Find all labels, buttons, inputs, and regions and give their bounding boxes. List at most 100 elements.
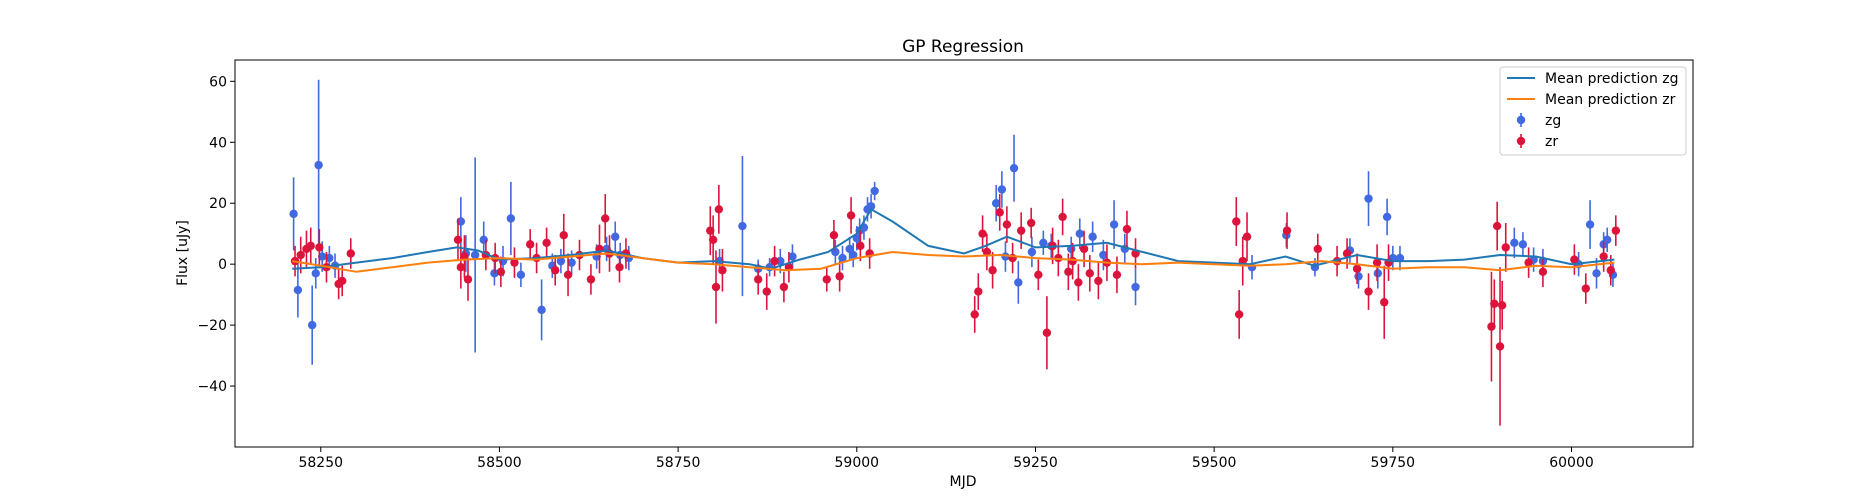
data-point bbox=[1592, 269, 1601, 278]
chart-title: GP Regression bbox=[902, 37, 1024, 57]
data-point bbox=[1112, 270, 1122, 280]
x-tick-label: 59500 bbox=[1192, 455, 1237, 471]
data-point bbox=[788, 252, 797, 261]
legend: Mean prediction zg Mean prediction zr zg zr bbox=[1499, 66, 1687, 156]
data-point bbox=[762, 287, 771, 296]
data-point bbox=[1002, 220, 1012, 229]
legend-label: Mean prediction zr bbox=[1545, 92, 1676, 108]
data-point bbox=[1606, 266, 1616, 275]
data-point bbox=[1518, 240, 1528, 249]
data-point bbox=[289, 209, 298, 219]
data-point bbox=[970, 310, 979, 319]
data-point bbox=[1034, 270, 1043, 280]
data-point bbox=[829, 231, 839, 240]
data-point bbox=[995, 208, 1004, 217]
data-point bbox=[1585, 220, 1595, 229]
data-point bbox=[1382, 212, 1392, 222]
data-point bbox=[311, 269, 320, 278]
data-point bbox=[718, 266, 727, 275]
y-tick-label: 60 bbox=[209, 74, 227, 90]
legend-label: zr bbox=[1545, 134, 1558, 150]
data-point bbox=[1074, 278, 1083, 287]
data-point bbox=[1009, 163, 1019, 173]
data-point bbox=[506, 214, 516, 223]
data-point bbox=[456, 263, 466, 272]
data-point bbox=[845, 244, 854, 254]
mean-prediction-line bbox=[292, 250, 1615, 273]
data-point bbox=[770, 256, 779, 266]
data-point bbox=[1364, 287, 1373, 296]
data-point bbox=[338, 276, 347, 286]
data-point bbox=[822, 275, 831, 284]
data-point bbox=[1068, 256, 1077, 266]
y-tick-label: 0 bbox=[218, 257, 227, 273]
legend-label: zg bbox=[1545, 113, 1561, 129]
data-point bbox=[991, 199, 1001, 208]
data-point bbox=[988, 266, 997, 275]
data-point bbox=[346, 249, 355, 258]
legend-point-swatch bbox=[1516, 136, 1526, 146]
data-point bbox=[306, 241, 315, 251]
data-point bbox=[1372, 258, 1382, 267]
x-tick-label: 58750 bbox=[656, 455, 701, 471]
data-point bbox=[615, 263, 624, 272]
data-point bbox=[1495, 342, 1505, 351]
data-point bbox=[1570, 255, 1579, 264]
data-point bbox=[1490, 299, 1499, 308]
x-tick-label: 58500 bbox=[477, 455, 522, 471]
legend-box bbox=[1499, 66, 1687, 156]
data-point bbox=[838, 253, 847, 263]
data-point bbox=[849, 250, 858, 260]
data-point bbox=[738, 221, 747, 231]
data-point bbox=[1364, 194, 1373, 203]
data-point bbox=[1085, 269, 1094, 278]
data-point bbox=[1492, 221, 1502, 231]
data-point bbox=[1234, 310, 1244, 319]
data-point bbox=[1232, 217, 1241, 226]
data-point bbox=[1079, 244, 1089, 254]
data-point bbox=[1313, 244, 1322, 254]
data-point bbox=[1039, 238, 1048, 248]
data-point bbox=[315, 243, 324, 252]
data-point bbox=[1099, 250, 1108, 260]
data-point bbox=[1538, 267, 1548, 276]
data-point bbox=[563, 270, 573, 280]
data-point bbox=[550, 266, 560, 275]
data-point bbox=[1075, 229, 1084, 238]
data-point bbox=[611, 232, 620, 241]
data-point bbox=[846, 211, 856, 220]
data-point bbox=[1131, 282, 1140, 292]
data-point bbox=[1058, 212, 1067, 222]
y-tick-label: −20 bbox=[197, 318, 227, 334]
x-tick-label: 60000 bbox=[1549, 455, 1594, 471]
data-point bbox=[1352, 264, 1362, 273]
y-tick-label: 20 bbox=[209, 196, 227, 212]
data-point bbox=[1510, 238, 1519, 248]
legend-label: Mean prediction zg bbox=[1545, 71, 1679, 87]
data-point bbox=[982, 247, 992, 257]
data-point bbox=[1380, 298, 1389, 307]
data-point bbox=[525, 240, 535, 249]
data-point bbox=[586, 275, 596, 284]
data-point bbox=[714, 205, 724, 214]
data-point bbox=[463, 275, 473, 284]
data-point bbox=[293, 285, 303, 295]
data-point bbox=[542, 238, 551, 248]
data-point bbox=[856, 241, 865, 251]
data-point bbox=[1282, 226, 1292, 235]
data-point bbox=[1027, 247, 1037, 257]
data-point bbox=[470, 250, 480, 260]
data-point bbox=[1599, 252, 1608, 261]
data-point bbox=[1603, 235, 1612, 244]
data-point bbox=[567, 258, 576, 267]
data-point bbox=[1094, 276, 1103, 286]
data-point bbox=[1611, 226, 1621, 235]
data-point bbox=[1497, 301, 1507, 310]
data-point bbox=[835, 272, 844, 281]
data-point bbox=[1026, 218, 1036, 228]
data-point bbox=[1581, 284, 1590, 293]
data-point bbox=[978, 229, 987, 238]
y-tick-label: 40 bbox=[209, 135, 227, 151]
data-point bbox=[1342, 249, 1352, 258]
data-point bbox=[1242, 232, 1252, 241]
